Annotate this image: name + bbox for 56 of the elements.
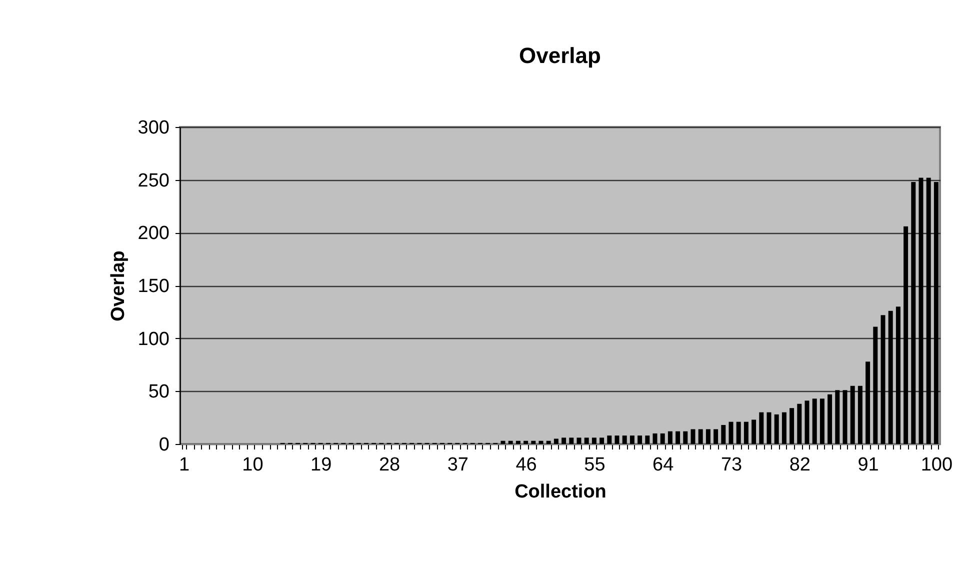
y-axis-title: Overlap [108, 250, 129, 322]
bar [676, 431, 680, 444]
x-tick-label: 46 [516, 454, 537, 476]
x-tick-label: 1 [179, 454, 190, 476]
bar [752, 420, 756, 444]
chart-title: Overlap [519, 43, 601, 68]
bar [797, 404, 802, 444]
bar [660, 433, 665, 444]
bar [812, 398, 817, 444]
bar [926, 178, 931, 444]
x-tick-label: 100 [920, 454, 953, 476]
bar [645, 436, 650, 444]
bar [721, 424, 726, 444]
bar [638, 436, 642, 444]
y-tick-label: 200 [138, 223, 170, 244]
bar [698, 429, 703, 444]
y-tick-label: 100 [138, 328, 170, 350]
bar [759, 412, 764, 444]
bar [774, 414, 779, 444]
x-axis-title: Collection [514, 482, 606, 502]
bar [828, 394, 832, 444]
bar [531, 440, 536, 444]
bar [622, 436, 627, 444]
x-tick-label: 91 [858, 454, 879, 476]
x-tick-label: 64 [652, 454, 674, 476]
y-tick-label: 0 [158, 434, 170, 456]
bar [904, 226, 908, 444]
bar [546, 440, 551, 444]
x-tick-label: 73 [720, 454, 742, 476]
bar [524, 440, 528, 444]
x-tick-label: 10 [242, 454, 264, 476]
bar [790, 408, 794, 444]
x-tick-label: 19 [310, 454, 332, 476]
bar [888, 310, 893, 444]
y-tick-label: 250 [138, 170, 170, 192]
bar [584, 438, 589, 444]
bar [873, 326, 878, 444]
bar [911, 182, 916, 444]
bar [714, 429, 718, 444]
x-tick-label: 28 [378, 454, 400, 476]
bar [569, 438, 574, 444]
y-tick-label: 300 [138, 118, 170, 138]
bar [850, 386, 855, 444]
x-tick-label: 37 [447, 454, 468, 476]
bar [736, 422, 741, 444]
bar [607, 436, 612, 444]
bar [866, 362, 870, 444]
bar [683, 431, 688, 444]
bar [562, 438, 566, 444]
x-tick-label: 55 [584, 454, 606, 476]
bar [508, 440, 513, 444]
y-tick-label: 150 [138, 276, 170, 297]
x-tick-label: 82 [789, 454, 810, 476]
bar [600, 438, 604, 444]
y-tick-label: 50 [148, 382, 170, 403]
bar [835, 390, 840, 444]
